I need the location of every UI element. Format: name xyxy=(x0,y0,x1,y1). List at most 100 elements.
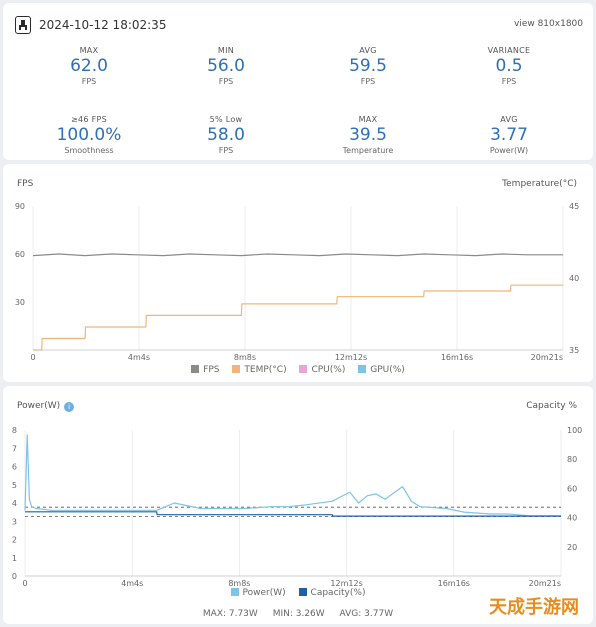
y-left-tick-label: 1 xyxy=(12,554,17,563)
power-summary: MAX: 7.73W MIN: 3.26W AVG: 3.77W xyxy=(3,609,593,619)
legend-swatch xyxy=(232,365,241,373)
legend-label: CPU(%) xyxy=(311,365,346,375)
stat-label: MIN xyxy=(217,46,235,55)
x-tick-label: 4m4s xyxy=(121,579,143,588)
y-right-tick-label: 40 xyxy=(569,274,579,283)
x-tick-label: 12m12s xyxy=(330,579,362,588)
y-left-tick-label: 2 xyxy=(12,536,17,545)
app-icon xyxy=(15,16,31,34)
stat-label: AVG xyxy=(359,46,377,55)
stat-5pct-low: 5% Low 58.0 FPS xyxy=(166,115,286,155)
y-left-tick-label: 30 xyxy=(15,298,25,307)
y-left-tick-label: 7 xyxy=(12,444,17,453)
legend-label: FPS xyxy=(203,365,220,375)
temperature-axis-title: Temperature(°C) xyxy=(502,179,577,189)
x-tick-label: 16m16s xyxy=(441,353,473,362)
legend-swatch xyxy=(191,365,200,373)
power-axis-title-text: Power(W) xyxy=(17,401,61,411)
legend-swatch xyxy=(358,365,367,373)
stat-unit: FPS xyxy=(501,77,517,86)
power-axis-title: Power(W) i xyxy=(17,401,75,412)
y-left-tick-label: 3 xyxy=(12,517,17,526)
stat-unit: FPS xyxy=(218,77,234,86)
stat-max-temperature: MAX 39.5 Temperature xyxy=(308,115,428,155)
stat-value: 59.5 xyxy=(349,56,387,76)
y-right-tick-label: 45 xyxy=(569,202,579,211)
stat-avg-fps: AVG 59.5 FPS xyxy=(308,46,428,86)
legend-label: GPU(%) xyxy=(370,365,405,375)
series-line-0 xyxy=(32,253,563,257)
legend-item-capacity[interactable]: Capacity(%) xyxy=(298,588,366,598)
fps-axis-title: FPS xyxy=(17,179,34,189)
x-tick-label: 4m4s xyxy=(128,353,150,362)
y-left-tick-label: 8 xyxy=(12,426,17,435)
stat-unit: FPS xyxy=(81,77,97,86)
x-tick-label: 8m8s xyxy=(234,353,256,362)
x-tick-label: 20m21s xyxy=(531,353,563,362)
legend-item-gpu[interactable]: GPU(%) xyxy=(358,365,405,375)
fps-chart-card: FPS Temperature(°C) 0 4m4s 8m8s 12m12s 16m16… xyxy=(3,164,593,382)
legend-item-temp[interactable]: TEMP(°C) xyxy=(232,365,287,375)
y-right-tick-label: 80 xyxy=(567,455,577,464)
y-left-tick-label: 5 xyxy=(12,481,17,490)
y-right-tick-label: 40 xyxy=(567,514,577,523)
y-left-tick-label: 60 xyxy=(15,250,25,259)
stat-max-fps: MAX 62.0 FPS xyxy=(29,46,149,86)
site-watermark: 天成手游网 xyxy=(478,593,590,623)
stat-value: 62.0 xyxy=(70,56,108,76)
stat-label: VARIANCE xyxy=(487,46,531,55)
power-avg-summary: AVG: 3.77W xyxy=(339,609,394,619)
stat-value: 100.0% xyxy=(56,125,122,145)
stat-unit: Temperature xyxy=(342,146,394,155)
x-tick-label: 20m21s xyxy=(529,579,561,588)
stat-label: MAX xyxy=(79,46,99,55)
x-tick-label: 8m8s xyxy=(228,579,250,588)
y-left-tick-label: 90 xyxy=(15,202,25,211)
stat-unit: Smoothness xyxy=(64,146,114,155)
legend-item-fps[interactable]: FPS xyxy=(191,365,220,375)
legend-label: Power(W) xyxy=(242,588,286,598)
stat-value: 58.0 xyxy=(207,125,245,145)
stat-label: ≥46 FPS xyxy=(70,115,108,124)
legend-label: Capacity(%) xyxy=(310,588,366,598)
legend-label: TEMP(°C) xyxy=(244,365,287,375)
legend-swatch xyxy=(230,588,239,596)
stat-unit: Power(W) xyxy=(489,146,529,155)
y-left-tick-label: 6 xyxy=(12,463,17,472)
series-line-1 xyxy=(25,511,561,517)
y-left-tick-label: 0 xyxy=(12,572,17,581)
y-left-tick-label: 4 xyxy=(12,499,17,508)
series-line-1 xyxy=(33,284,563,351)
legend-item-power[interactable]: Power(W) xyxy=(230,588,286,598)
stat-label: 5% Low xyxy=(209,115,243,124)
stats-header: 2024-10-12 18:02:35 view 810x1800 xyxy=(13,13,583,37)
stat-value: 3.77 xyxy=(490,125,528,145)
stat-unit: FPS xyxy=(218,146,234,155)
legend-swatch xyxy=(299,365,308,373)
power-chart: 0 4m4s 8m8s 12m12s 16m16s 20m21s 8 7 6 5 4 3 2 1 0 100 8… xyxy=(12,426,582,588)
power-chart-card: Power(W) i Capacity % 0 4m4s 8m8s 12m12s 16m1… xyxy=(3,386,593,624)
resolution-label: view 810x1800 xyxy=(514,19,583,29)
power-legend: Power(W) Capacity(%) xyxy=(3,588,593,598)
legend-item-cpu[interactable]: CPU(%) xyxy=(299,365,345,375)
stat-unit: FPS xyxy=(360,77,376,86)
x-tick-label: 16m16s xyxy=(438,579,470,588)
x-tick-label: 12m12s xyxy=(335,353,367,362)
y-right-tick-label: 35 xyxy=(569,346,579,355)
stat-label: AVG xyxy=(500,115,518,124)
series-line-0 xyxy=(24,434,561,517)
stat-value: 56.0 xyxy=(207,56,245,76)
capacity-axis-title: Capacity % xyxy=(526,401,577,411)
stat-avg-power: AVG 3.77 Power(W) xyxy=(449,115,569,155)
stat-label: MAX xyxy=(358,115,378,124)
x-tick-label: 0 xyxy=(22,579,27,588)
fps-legend: FPS TEMP(°C) CPU(%) GPU(%) xyxy=(3,365,593,375)
stat-min-fps: MIN 56.0 FPS xyxy=(166,46,286,86)
stat-variance: VARIANCE 0.5 FPS xyxy=(449,46,569,86)
info-icon[interactable]: i xyxy=(64,402,75,412)
stats-card: 2024-10-12 18:02:35 view 810x1800 MAX 62… xyxy=(3,3,593,160)
session-timestamp: 2024-10-12 18:02:35 xyxy=(39,18,167,32)
legend-swatch xyxy=(298,588,307,596)
stat-smoothness: ≥46 FPS 100.0% Smoothness xyxy=(29,115,149,155)
stat-value: 39.5 xyxy=(349,125,387,145)
